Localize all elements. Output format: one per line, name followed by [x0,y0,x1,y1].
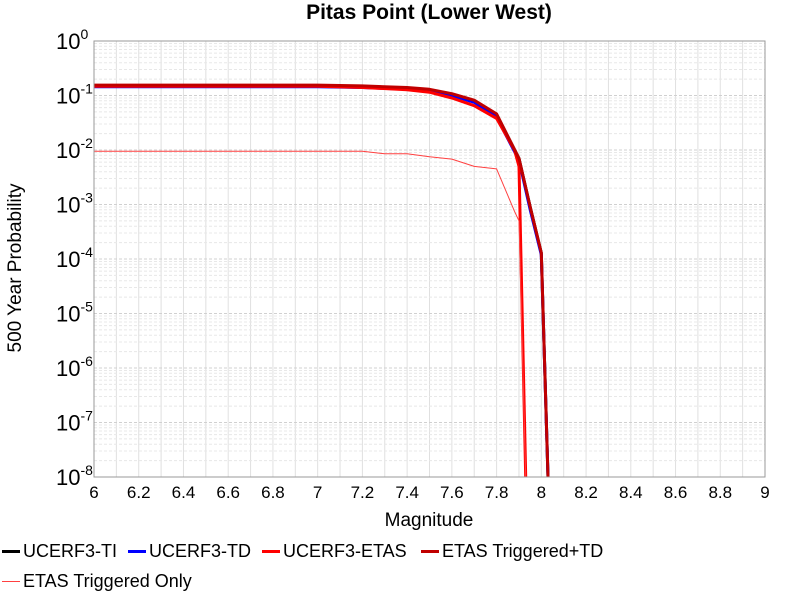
y-tick-label: 10-5 [56,299,93,327]
x-tick-label: 6.6 [216,483,240,502]
plot-frame [93,40,766,478]
legend-item: UCERF3-TI [2,541,117,562]
x-tick-label: 8.6 [664,483,688,502]
x-tick-label: 7.2 [351,483,375,502]
legend-label: UCERF3-TI [23,541,117,561]
legend-label: ETAS Triggered+TD [442,541,604,561]
x-tick-label: 9 [760,483,769,502]
x-tick-label: 7.6 [440,483,464,502]
y-tick-label: 10-8 [56,462,93,490]
legend-item: ETAS Triggered Only [2,571,192,592]
series-line-ucerf3-etas [94,84,528,478]
y-tick-label: 10-6 [56,353,93,381]
x-tick-label: 6 [89,483,98,502]
legend-label: UCERF3-ETAS [283,541,407,561]
legend-swatch [262,550,280,553]
series-line-etas-triggered-td [94,83,550,478]
series-line-ucerf3-ti [94,84,550,478]
legend-swatch [128,550,146,553]
chart-title: Pitas Point (Lower West) [306,1,552,24]
plot-grid [93,41,766,478]
y-tick-label: 10-1 [56,81,93,109]
x-tick-label: 8.4 [619,483,643,502]
x-tick-label: 6.8 [261,483,285,502]
legend-swatch [421,550,439,553]
y-tick-label: 10-4 [56,244,93,272]
x-tick-label: 8.8 [708,483,732,502]
legend-swatch [2,550,20,553]
x-tick-label: 8.2 [574,483,598,502]
y-tick-labels: 100 10-1 10-2 10-3 10-4 10-5 10-6 10-7 10-8 [56,26,93,490]
y-tick-label: 100 [56,26,88,54]
legend-item: UCERF3-ETAS [262,541,407,562]
x-tick-label: 7 [313,483,322,502]
y-axis-label: 500 Year Probability [5,183,26,353]
series-layer [94,83,550,478]
legend-item: ETAS Triggered+TD [421,541,603,562]
x-tick-label: 7.4 [395,483,419,502]
series-line-ucerf3-td [94,85,550,478]
y-tick-label: 10-3 [56,190,93,218]
x-tick-label: 6.2 [127,483,151,502]
x-tick-label: 6.4 [172,483,196,502]
x-tick-label: 7.8 [485,483,509,502]
x-axis-label: Magnitude [385,510,474,531]
y-tick-label: 10-2 [56,135,93,163]
legend-item: UCERF3-TD [128,541,251,562]
legend-swatch [2,581,20,582]
y-tick-label: 10-7 [56,408,93,436]
series-line-etas-triggered-only [94,150,527,478]
x-tick-label: 8 [537,483,546,502]
legend-label: ETAS Triggered Only [23,571,192,591]
x-tick-labels: 6 6.2 6.4 6.6 6.8 7 7.2 7.4 7.6 7.8 8 8.2 8.4 8.6 8.8 9 [89,483,769,502]
legend-label: UCERF3-TD [149,541,251,561]
